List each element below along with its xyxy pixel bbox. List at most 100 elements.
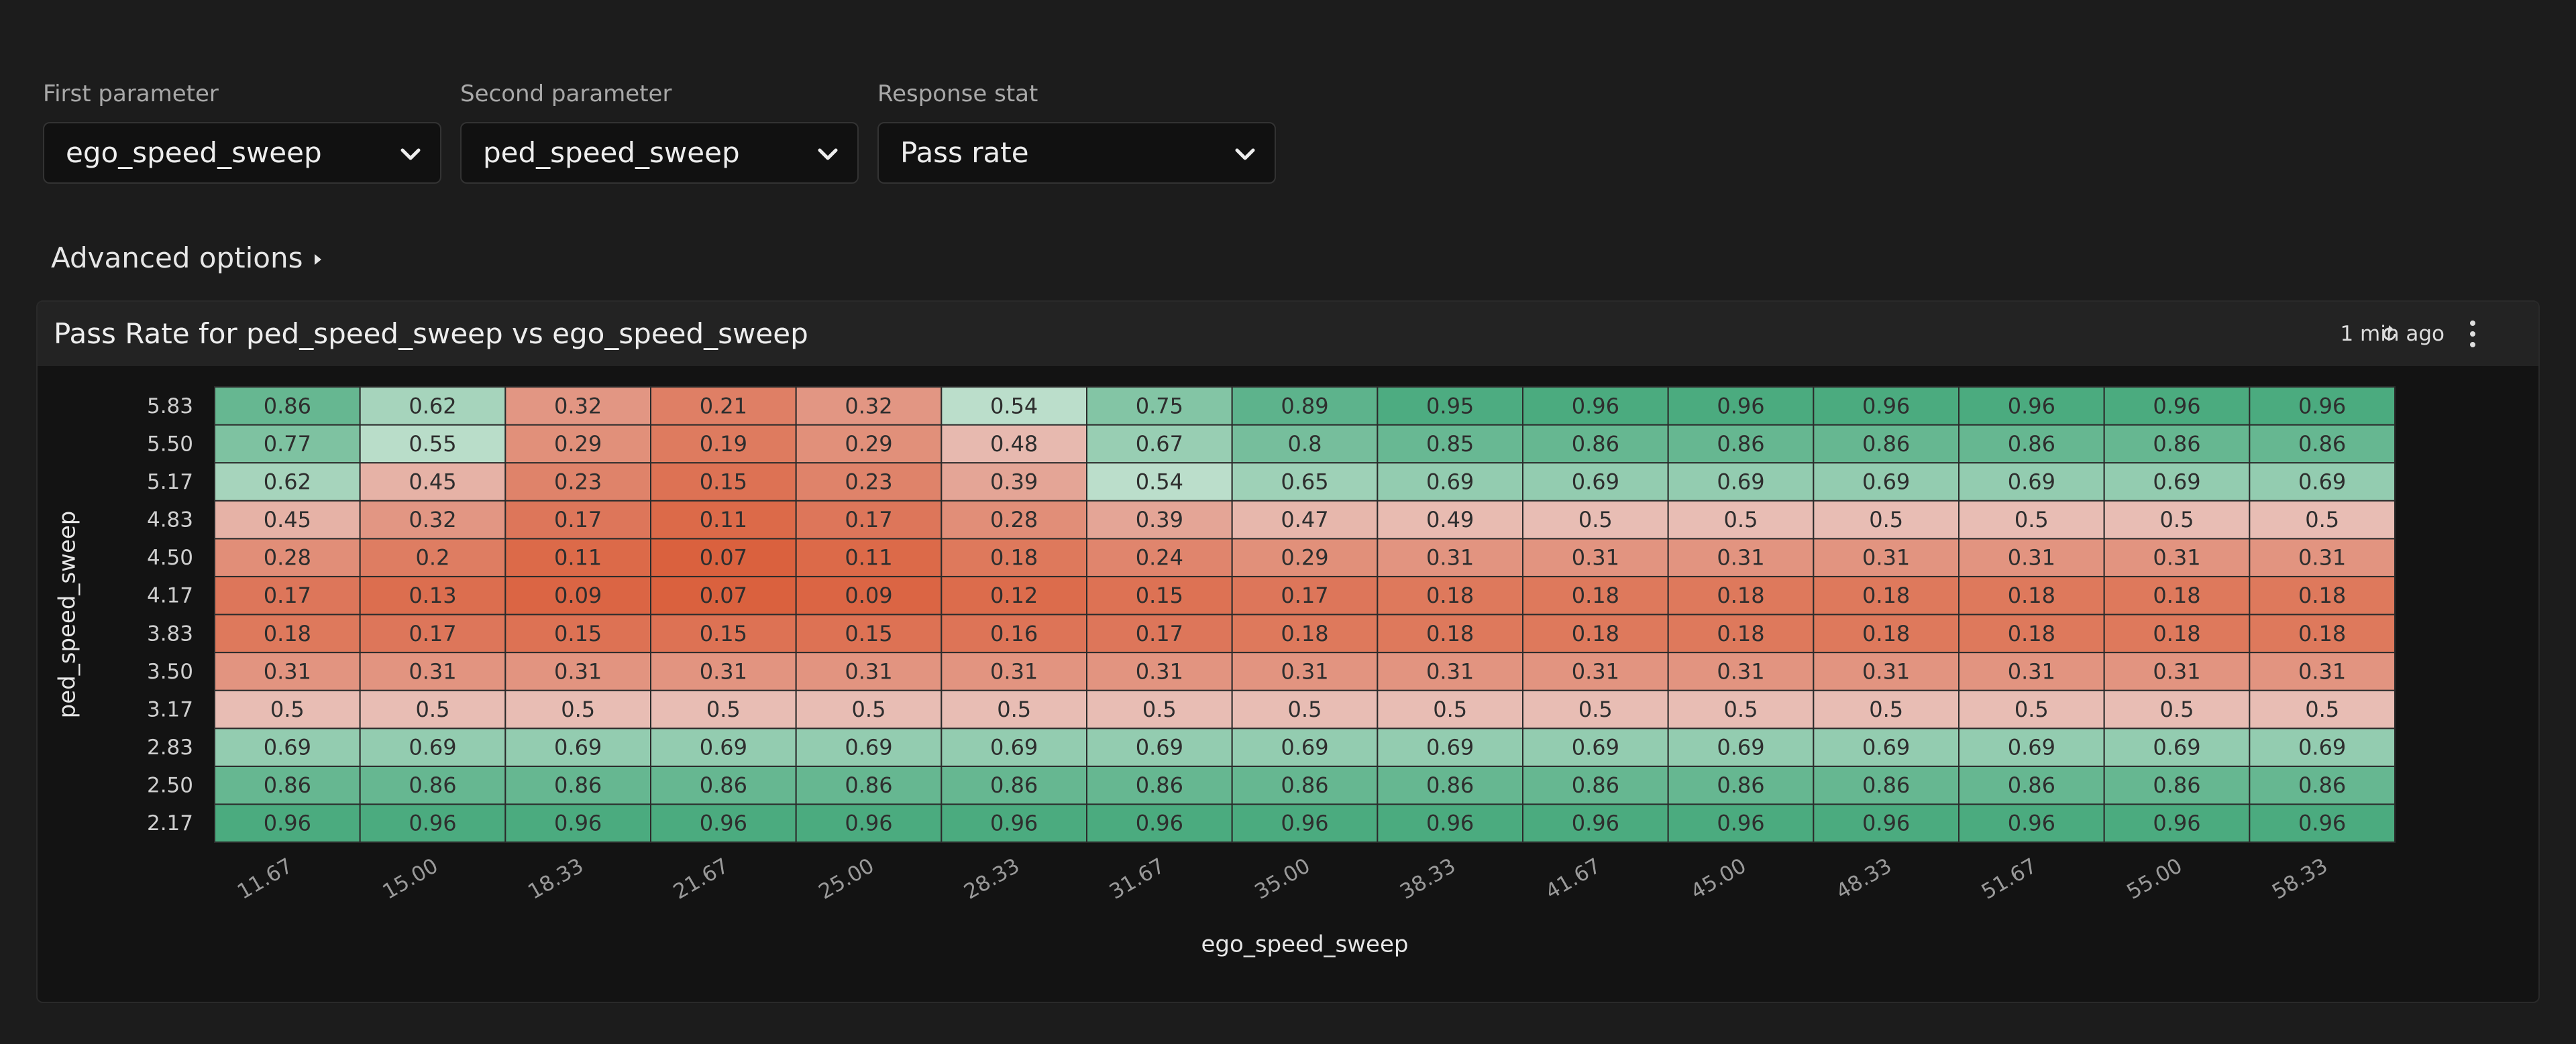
heatmap-cell bbox=[2249, 652, 2396, 691]
cell-label: 0.15 bbox=[700, 469, 747, 494]
cell-label: 0.65 bbox=[1281, 469, 1328, 494]
cell-label: 0.5 bbox=[1724, 697, 1758, 722]
heatmap-cell bbox=[359, 765, 506, 805]
x-tick-label: 18.33 bbox=[524, 854, 588, 905]
x-tick-label: 45.00 bbox=[1686, 854, 1750, 905]
y-tick-label: 5.83 bbox=[147, 394, 193, 418]
heatmap-cell bbox=[359, 614, 506, 654]
heatmap-cell bbox=[1522, 689, 1669, 730]
menu-icon[interactable] bbox=[2467, 319, 2478, 349]
x-tick-label: 31.67 bbox=[1106, 854, 1169, 905]
cell-label: 0.11 bbox=[554, 545, 602, 571]
cell-label: 0.31 bbox=[2153, 658, 2200, 684]
refresh-icon[interactable] bbox=[2380, 325, 2399, 343]
heatmap-cell bbox=[1958, 765, 2105, 805]
heatmap-cell bbox=[1813, 575, 1960, 616]
cell-label: 0.24 bbox=[1136, 545, 1183, 571]
heatmap-cell bbox=[1813, 462, 1960, 502]
x-tick-label: 41.67 bbox=[1542, 854, 1605, 905]
cell-label: 0.18 bbox=[1717, 621, 1764, 646]
cell-label: 0.32 bbox=[409, 507, 456, 532]
cell-label: 0.96 bbox=[845, 811, 892, 836]
cell-label: 0.17 bbox=[1281, 583, 1328, 608]
heatmap-cell bbox=[1522, 803, 1669, 844]
heatmap-cell bbox=[359, 538, 506, 577]
y-tick-label: 3.83 bbox=[147, 622, 193, 646]
cell-label: 0.86 bbox=[2153, 772, 2200, 798]
cell-label: 0.09 bbox=[554, 583, 602, 608]
cell-label: 0.31 bbox=[2298, 545, 2346, 571]
heatmap-cell bbox=[1522, 765, 1669, 805]
heatmap-cell bbox=[1231, 689, 1379, 730]
y-tick-label: 2.17 bbox=[147, 811, 193, 835]
cell-label: 0.54 bbox=[990, 393, 1038, 418]
cell-label: 0.86 bbox=[2008, 772, 2055, 798]
cell-label: 0.31 bbox=[990, 658, 1038, 684]
heatmap-cell bbox=[1958, 614, 2105, 654]
cell-label: 0.69 bbox=[1717, 735, 1764, 760]
cell-label: 0.69 bbox=[1572, 469, 1619, 494]
cell-label: 0.29 bbox=[1281, 545, 1328, 571]
cell-label: 0.54 bbox=[1136, 469, 1183, 494]
heatmap-cell bbox=[1522, 575, 1669, 616]
cell-label: 0.96 bbox=[1426, 811, 1474, 836]
heatmap-cell bbox=[214, 803, 361, 844]
heatmap-cell bbox=[1377, 575, 1524, 616]
heatmap-cell bbox=[1086, 575, 1233, 616]
heatmap-cell bbox=[795, 803, 943, 844]
cell-label: 0.18 bbox=[2298, 583, 2346, 608]
heatmap-cell bbox=[2103, 386, 2251, 426]
cell-label: 0.69 bbox=[1136, 735, 1183, 760]
cell-label: 0.18 bbox=[1717, 583, 1764, 608]
cell-label: 0.18 bbox=[1281, 621, 1328, 646]
heatmap-cell bbox=[2249, 803, 2396, 844]
cell-label: 0.5 bbox=[1869, 697, 1903, 722]
dropdown[interactable]: ped_speed_sweep bbox=[460, 122, 859, 184]
heatmap-cell bbox=[359, 803, 506, 844]
cell-label: 0.5 bbox=[270, 697, 305, 722]
heatmap-cell bbox=[1086, 386, 1233, 426]
cell-label: 0.17 bbox=[264, 583, 311, 608]
heatmap-cell bbox=[650, 728, 797, 767]
cell-label: 0.86 bbox=[2298, 772, 2346, 798]
cell-label: 0.47 bbox=[1281, 507, 1328, 532]
chevron bbox=[400, 148, 421, 160]
cell-label: 0.5 bbox=[2160, 507, 2194, 532]
cell-label: 0.69 bbox=[1572, 735, 1619, 760]
cell-label: 0.15 bbox=[554, 621, 602, 646]
cell-label: 0.31 bbox=[700, 658, 747, 684]
cell-label: 0.29 bbox=[554, 431, 602, 457]
cell-label: 0.96 bbox=[1136, 811, 1183, 836]
cell-label: 0.69 bbox=[1717, 469, 1764, 494]
heatmap-cell bbox=[214, 500, 361, 540]
y-tick-label: 5.50 bbox=[147, 432, 193, 456]
heatmap-cell bbox=[2103, 614, 2251, 654]
dropdown[interactable]: Pass rate bbox=[877, 122, 1276, 184]
heatmap-cell bbox=[1231, 728, 1379, 767]
cell-label: 0.69 bbox=[264, 735, 311, 760]
advanced-options-toggle[interactable]: Advanced options bbox=[51, 241, 325, 274]
heatmap-cell bbox=[1522, 652, 1669, 691]
cell-label: 0.18 bbox=[1572, 583, 1619, 608]
dropdown[interactable]: ego_speed_sweep bbox=[43, 122, 441, 184]
x-tick-label: 21.67 bbox=[669, 854, 733, 905]
cell-label: 0.86 bbox=[1862, 431, 1910, 457]
cell-label: 0.31 bbox=[554, 658, 602, 684]
heatmap-cell bbox=[359, 652, 506, 691]
heatmap-cell bbox=[504, 575, 651, 616]
cell-label: 0.45 bbox=[409, 469, 456, 494]
heatmap-cell bbox=[941, 500, 1088, 540]
cell-label: 0.18 bbox=[1426, 583, 1474, 608]
cell-label: 0.31 bbox=[2298, 658, 2346, 684]
heatmap-cell bbox=[359, 462, 506, 502]
cell-label: 0.96 bbox=[2298, 811, 2346, 836]
cell-label: 0.96 bbox=[2153, 811, 2200, 836]
cell-label: 0.5 bbox=[1724, 507, 1758, 532]
cell-label: 0.31 bbox=[1572, 658, 1619, 684]
cell-label: 0.69 bbox=[409, 735, 456, 760]
heatmap-cell bbox=[359, 500, 506, 540]
heatmap-cell bbox=[795, 728, 943, 767]
heatmap-cell bbox=[1522, 614, 1669, 654]
cell-label: 0.5 bbox=[561, 697, 595, 722]
control-label: Response stat bbox=[877, 80, 1038, 107]
